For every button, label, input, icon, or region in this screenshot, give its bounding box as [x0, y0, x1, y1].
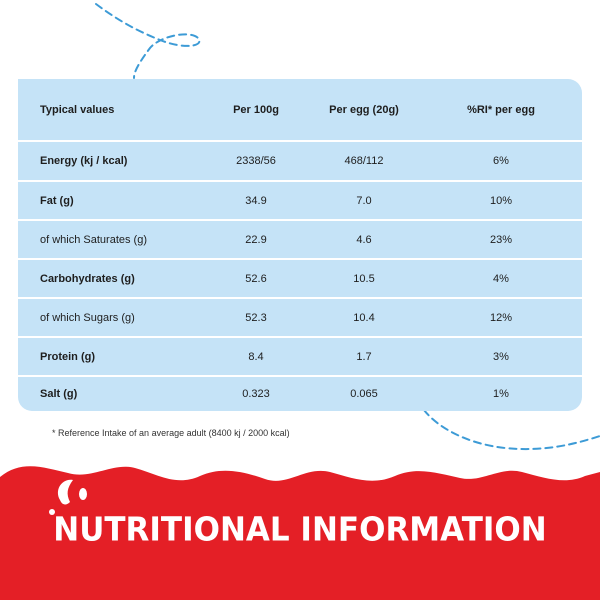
row-divider: [18, 336, 582, 338]
row-divider: [18, 219, 582, 221]
table-row-saturates: of which Saturates (g) 22.9 4.6 23%: [18, 221, 582, 258]
milk-splash-icon: [49, 479, 87, 515]
row-per-100g: 34.9: [245, 194, 267, 207]
row-label: Fat (g): [40, 194, 74, 207]
row-per-egg: 0.065: [350, 388, 378, 400]
row-per-egg: 10.4: [353, 311, 375, 324]
row-label: Carbohydrates (g): [40, 272, 135, 285]
row-per-100g: 0.323: [242, 388, 270, 400]
table-row-energy: Energy (kj / kcal) 2338/56 468/112 6%: [18, 142, 582, 180]
red-wave-banner: [0, 466, 600, 600]
row-per-100g: 8.4: [248, 350, 264, 363]
row-per-egg: 10.5: [353, 272, 375, 285]
row-label: Salt (g): [40, 388, 78, 400]
table-row-fat: Fat (g) 34.9 7.0 10%: [18, 182, 582, 219]
banner-title: NUTRITIONAL INFORMATION: [53, 511, 547, 549]
dashed-curve-right: [423, 409, 600, 451]
row-divider: [18, 375, 582, 377]
row-per-egg: 7.0: [356, 194, 372, 207]
row-ri: 23%: [489, 233, 513, 246]
row-label: of which Saturates (g): [40, 233, 147, 246]
row-ri: 12%: [489, 311, 513, 324]
row-per-100g: 2338/56: [236, 155, 276, 167]
header-per-100g: Per 100g: [233, 104, 279, 116]
row-ri: 4%: [493, 272, 509, 285]
row-ri: 10%: [489, 194, 513, 207]
header-typical-values: Typical values: [40, 104, 115, 116]
table-row-sugars: of which Sugars (g) 52.3 10.4 12%: [18, 299, 582, 336]
row-ri: 3%: [493, 350, 509, 363]
row-per-egg: 468/112: [344, 155, 384, 167]
header-ri-per-egg: %RI* per egg: [467, 104, 535, 116]
nutrition-table: Typical values Per 100g Per egg (20g) %R…: [18, 79, 582, 411]
row-per-100g: 52.3: [245, 311, 267, 324]
reference-intake-footnote: * Reference Intake of an average adult (…: [52, 428, 290, 438]
table-row-carbohydrates: Carbohydrates (g) 52.6 10.5 4%: [18, 260, 582, 297]
table-header-row: Typical values Per 100g Per egg (20g) %R…: [18, 79, 582, 141]
row-divider: [18, 258, 582, 260]
table-row-salt: Salt (g) 0.323 0.065 1%: [18, 377, 582, 411]
row-ri: 6%: [493, 155, 509, 167]
row-per-100g: 52.6: [245, 272, 267, 285]
row-per-egg: 1.7: [356, 350, 372, 363]
row-label: of which Sugars (g): [40, 311, 135, 324]
row-divider: [18, 140, 582, 142]
row-label: Protein (g): [40, 350, 95, 363]
dashed-swirl-top: [95, 3, 201, 79]
table-row-protein: Protein (g) 8.4 1.7 3%: [18, 338, 582, 375]
row-divider: [18, 180, 582, 182]
row-label: Energy (kj / kcal): [40, 155, 128, 167]
header-per-egg: Per egg (20g): [329, 104, 399, 116]
row-ri: 1%: [493, 388, 509, 400]
row-per-100g: 22.9: [245, 233, 267, 246]
row-per-egg: 4.6: [356, 233, 372, 246]
row-divider: [18, 297, 582, 299]
